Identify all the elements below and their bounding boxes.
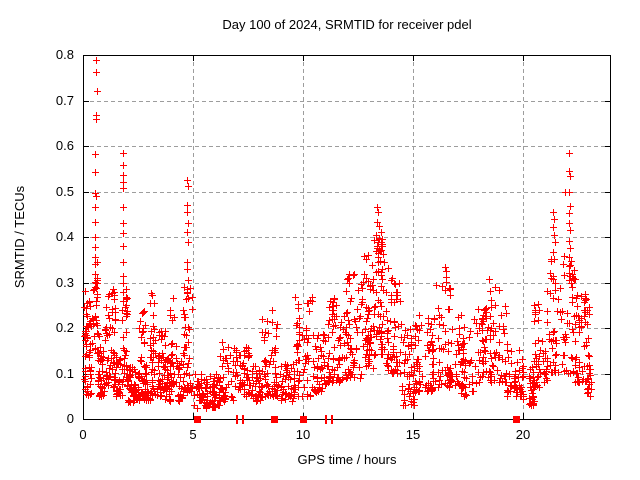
gridlines — [83, 55, 611, 419]
y-tick-label: 0.3 — [55, 275, 74, 290]
y-tick-label: 0.1 — [55, 366, 74, 381]
y-tick-label: 0.2 — [55, 320, 74, 335]
x-axis-label: GPS time / hours — [297, 452, 397, 467]
x-tick-label: 5 — [189, 427, 197, 442]
y-tick-label: 0.6 — [55, 138, 74, 153]
axis-ticks — [83, 55, 611, 420]
zero-markers — [194, 415, 520, 424]
y-tick-label: 0 — [66, 411, 74, 426]
x-tick-label: 10 — [295, 427, 311, 442]
y-tick-label: 0.5 — [55, 184, 74, 199]
x-tick-label: 20 — [515, 427, 531, 442]
y-tick-label: 0.4 — [55, 229, 74, 244]
x-tick-label: 15 — [405, 427, 421, 442]
y-tick-label: 0.8 — [55, 47, 74, 62]
x-tick-label: 0 — [79, 427, 87, 442]
y-tick-label: 0.7 — [55, 93, 74, 108]
scatter-points — [81, 57, 595, 412]
chart-title: Day 100 of 2024, SRMTID for receiver pde… — [222, 17, 472, 32]
